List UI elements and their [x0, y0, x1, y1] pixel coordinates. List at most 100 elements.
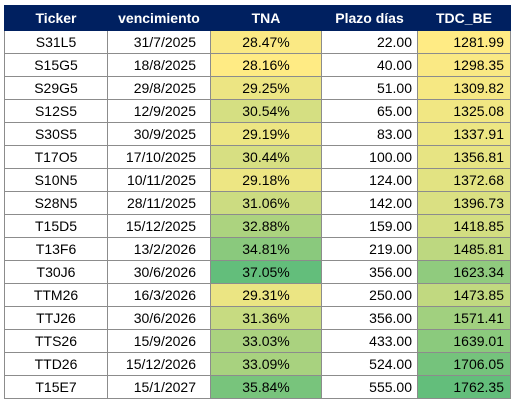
- cell-ticker[interactable]: T30J6: [4, 260, 108, 284]
- cell-plazo[interactable]: 40.00: [321, 53, 418, 77]
- cell-plazo[interactable]: 65.00: [321, 99, 418, 123]
- cell-vencimiento[interactable]: 16/3/2026: [107, 283, 211, 307]
- cell-tdc[interactable]: 1298.35: [417, 53, 511, 77]
- cell-plazo[interactable]: 555.00: [321, 375, 418, 399]
- table-row: TTJ26 30/6/2026 31.36% 356.00 1571.41: [4, 306, 511, 330]
- cell-tna[interactable]: 29.19%: [210, 122, 322, 146]
- cell-ticker[interactable]: TTM26: [4, 283, 108, 307]
- cell-tdc[interactable]: 1418.85: [417, 214, 511, 238]
- cell-ticker[interactable]: T13F6: [4, 237, 108, 261]
- cell-tdc[interactable]: 1571.41: [417, 306, 511, 330]
- table-row: S29G5 29/8/2025 29.25% 51.00 1309.82: [4, 76, 511, 100]
- cell-tna[interactable]: 33.09%: [210, 352, 322, 376]
- cell-vencimiento[interactable]: 15/12/2025: [107, 214, 211, 238]
- cell-plazo[interactable]: 142.00: [321, 191, 418, 215]
- cell-ticker[interactable]: TTJ26: [4, 306, 108, 330]
- bond-table: Ticker vencimiento TNA Plazo días TDC_BE…: [4, 5, 511, 399]
- cell-tna[interactable]: 31.06%: [210, 191, 322, 215]
- cell-tdc[interactable]: 1706.05: [417, 352, 511, 376]
- cell-ticker[interactable]: S28N5: [4, 191, 108, 215]
- table-row: T17O5 17/10/2025 30.44% 100.00 1356.81: [4, 145, 511, 169]
- cell-tna[interactable]: 29.25%: [210, 76, 322, 100]
- cell-tna[interactable]: 35.84%: [210, 375, 322, 399]
- cell-plazo[interactable]: 356.00: [321, 306, 418, 330]
- cell-vencimiento[interactable]: 13/2/2026: [107, 237, 211, 261]
- cell-vencimiento[interactable]: 15/1/2027: [107, 375, 211, 399]
- cell-tdc[interactable]: 1281.99: [417, 30, 511, 54]
- cell-vencimiento[interactable]: 12/9/2025: [107, 99, 211, 123]
- cell-tdc[interactable]: 1309.82: [417, 76, 511, 100]
- cell-ticker[interactable]: T17O5: [4, 145, 108, 169]
- cell-ticker[interactable]: S12S5: [4, 99, 108, 123]
- cell-vencimiento[interactable]: 31/7/2025: [107, 30, 211, 54]
- cell-tdc[interactable]: 1396.73: [417, 191, 511, 215]
- table-row: TTS26 15/9/2026 33.03% 433.00 1639.01: [4, 329, 511, 353]
- cell-tdc[interactable]: 1639.01: [417, 329, 511, 353]
- cell-ticker[interactable]: TTS26: [4, 329, 108, 353]
- cell-vencimiento[interactable]: 30/9/2025: [107, 122, 211, 146]
- cell-tna[interactable]: 29.18%: [210, 168, 322, 192]
- cell-tdc[interactable]: 1473.85: [417, 283, 511, 307]
- cell-tdc[interactable]: 1337.91: [417, 122, 511, 146]
- cell-plazo[interactable]: 83.00: [321, 122, 418, 146]
- cell-ticker[interactable]: T15E7: [4, 375, 108, 399]
- cell-tna[interactable]: 28.16%: [210, 53, 322, 77]
- cell-plazo[interactable]: 22.00: [321, 30, 418, 54]
- cell-plazo[interactable]: 250.00: [321, 283, 418, 307]
- header-ticker[interactable]: Ticker: [4, 5, 108, 31]
- cell-tna[interactable]: 33.03%: [210, 329, 322, 353]
- cell-plazo[interactable]: 219.00: [321, 237, 418, 261]
- cell-ticker[interactable]: S10N5: [4, 168, 108, 192]
- header-tdc[interactable]: TDC_BE: [417, 5, 511, 31]
- cell-ticker[interactable]: S31L5: [4, 30, 108, 54]
- cell-ticker[interactable]: S29G5: [4, 76, 108, 100]
- cell-vencimiento[interactable]: 28/11/2025: [107, 191, 211, 215]
- cell-tna[interactable]: 28.47%: [210, 30, 322, 54]
- cell-plazo[interactable]: 159.00: [321, 214, 418, 238]
- cell-tdc[interactable]: 1325.08: [417, 99, 511, 123]
- cell-tna[interactable]: 30.44%: [210, 145, 322, 169]
- cell-vencimiento[interactable]: 17/10/2025: [107, 145, 211, 169]
- header-tna[interactable]: TNA: [210, 5, 322, 31]
- header-vencimiento[interactable]: vencimiento: [107, 5, 211, 31]
- cell-tdc[interactable]: 1356.81: [417, 145, 511, 169]
- cell-plazo[interactable]: 100.00: [321, 145, 418, 169]
- header-plazo[interactable]: Plazo días: [321, 5, 418, 31]
- cell-tdc[interactable]: 1623.34: [417, 260, 511, 284]
- table-row: S12S5 12/9/2025 30.54% 65.00 1325.08: [4, 99, 511, 123]
- table-row: S30S5 30/9/2025 29.19% 83.00 1337.91: [4, 122, 511, 146]
- cell-ticker[interactable]: S15G5: [4, 53, 108, 77]
- table-row: TTD26 15/12/2026 33.09% 524.00 1706.05: [4, 352, 511, 376]
- spreadsheet-range: Ticker vencimiento TNA Plazo días TDC_BE…: [4, 5, 511, 399]
- table-row: T30J6 30/6/2026 37.05% 356.00 1623.34: [4, 260, 511, 284]
- cell-ticker[interactable]: TTD26: [4, 352, 108, 376]
- cell-vencimiento[interactable]: 18/8/2025: [107, 53, 211, 77]
- cell-tdc[interactable]: 1372.68: [417, 168, 511, 192]
- table-row: T15E7 15/1/2027 35.84% 555.00 1762.35: [4, 375, 511, 399]
- cell-vencimiento[interactable]: 15/12/2026: [107, 352, 211, 376]
- cell-tdc[interactable]: 1485.81: [417, 237, 511, 261]
- cell-plazo[interactable]: 124.00: [321, 168, 418, 192]
- cell-vencimiento[interactable]: 30/6/2026: [107, 306, 211, 330]
- cell-tdc[interactable]: 1762.35: [417, 375, 511, 399]
- cell-vencimiento[interactable]: 10/11/2025: [107, 168, 211, 192]
- table-row: S15G5 18/8/2025 28.16% 40.00 1298.35: [4, 53, 511, 77]
- cell-plazo[interactable]: 356.00: [321, 260, 418, 284]
- cell-plazo[interactable]: 524.00: [321, 352, 418, 376]
- table-row: S31L5 31/7/2025 28.47% 22.00 1281.99: [4, 30, 511, 54]
- cell-tna[interactable]: 32.88%: [210, 214, 322, 238]
- cell-ticker[interactable]: S30S5: [4, 122, 108, 146]
- header-row: Ticker vencimiento TNA Plazo días TDC_BE: [4, 5, 511, 31]
- cell-vencimiento[interactable]: 29/8/2025: [107, 76, 211, 100]
- cell-plazo[interactable]: 433.00: [321, 329, 418, 353]
- cell-tna[interactable]: 29.31%: [210, 283, 322, 307]
- cell-tna[interactable]: 34.81%: [210, 237, 322, 261]
- cell-plazo[interactable]: 51.00: [321, 76, 418, 100]
- cell-ticker[interactable]: T15D5: [4, 214, 108, 238]
- cell-tna[interactable]: 37.05%: [210, 260, 322, 284]
- table-row: S10N5 10/11/2025 29.18% 124.00 1372.68: [4, 168, 511, 192]
- cell-tna[interactable]: 31.36%: [210, 306, 322, 330]
- cell-tna[interactable]: 30.54%: [210, 99, 322, 123]
- cell-vencimiento[interactable]: 15/9/2026: [107, 329, 211, 353]
- cell-vencimiento[interactable]: 30/6/2026: [107, 260, 211, 284]
